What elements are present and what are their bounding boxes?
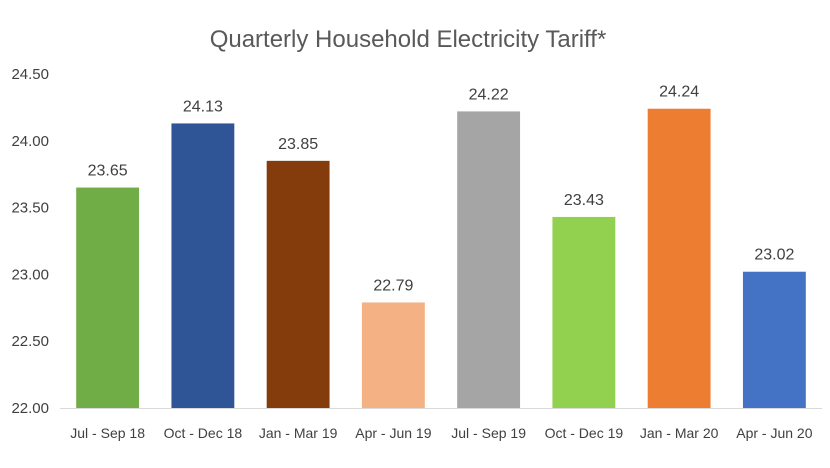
category-labels-layer: Jul - Sep 18 Oct - Dec 18 Jan - Mar 19 Apr … [70,425,812,441]
data-label: 24.24 [659,84,699,101]
data-label: 23.65 [88,163,128,180]
y-tick-label: 24.50 [11,66,49,83]
category-label: Apr - Jun 19 [355,425,431,441]
y-tick-label: 23.50 [11,200,49,217]
bar [361,302,425,408]
y-tick-label: 22.50 [11,333,49,350]
category-label: Jul - Sep 18 [70,425,145,441]
bar [552,216,616,408]
category-label: Jan - Mar 20 [640,425,719,441]
data-label: 23.02 [754,247,794,264]
bars-layer [76,108,806,409]
y-tick-label: 22.00 [11,400,49,417]
data-labels-layer: 23.65 24.13 23.85 22.79 24.22 23.43 24.24 23.02 [88,84,795,295]
category-label: Apr - Jun 20 [736,425,812,441]
bar [171,123,235,408]
data-label: 23.85 [278,136,318,153]
axis-layer: 22.00 22.50 23.00 23.50 24.00 24.50 [11,66,822,417]
bar [266,160,330,408]
category-label: Jan - Mar 19 [259,425,338,441]
data-label: 23.43 [564,192,604,209]
chart-title: Quarterly Household Electricity Tariff* [210,26,607,53]
category-label: Oct - Dec 19 [545,425,624,441]
y-tick-label: 24.00 [11,133,49,150]
y-tick-label: 23.00 [11,266,49,283]
category-label: Oct - Dec 18 [164,425,243,441]
bar [457,111,521,409]
data-label: 24.13 [183,98,223,115]
bar [742,271,806,408]
category-label: Jul - Sep 19 [451,425,526,441]
bar [76,187,140,408]
data-label: 22.79 [373,277,413,294]
bar [647,108,711,409]
data-label: 24.22 [469,86,509,103]
